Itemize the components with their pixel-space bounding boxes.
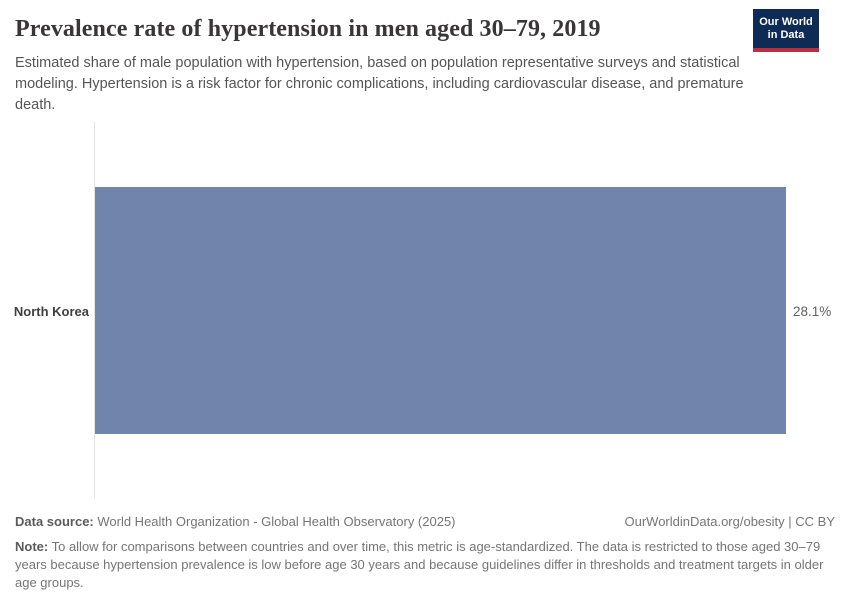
rights-link[interactable]: OurWorldinData.org/obesity | CC BY [624, 514, 836, 529]
chart-header: Prevalence rate of hypertension in men a… [15, 9, 835, 116]
bar-value-label: 28.1% [793, 304, 832, 319]
chart-footer: Data source: World Health Organization -… [15, 513, 835, 592]
chart-title: Prevalence rate of hypertension in men a… [15, 16, 601, 42]
chart-note: Note: To allow for comparisons between c… [15, 538, 835, 592]
bar-category-label: North Korea [13, 304, 89, 319]
note-label: Note: [15, 539, 49, 554]
chart-subtitle: Estimated share of male population with … [15, 55, 744, 113]
data-source-label: Data source: [15, 514, 94, 529]
owid-logo-line1: Our World [759, 15, 813, 28]
source-row: Data source: World Health Organization -… [15, 513, 835, 531]
owid-logo[interactable]: Our World in Data [753, 9, 819, 52]
data-source-text: World Health Organization - Global Healt… [93, 514, 456, 529]
y-axis-line [94, 122, 95, 498]
bar[interactable] [95, 187, 786, 434]
data-source: Data source: World Health Organization -… [15, 513, 456, 531]
note-text: To allow for comparisons between countri… [15, 539, 824, 590]
owid-logo-line2: in Data [767, 28, 805, 41]
